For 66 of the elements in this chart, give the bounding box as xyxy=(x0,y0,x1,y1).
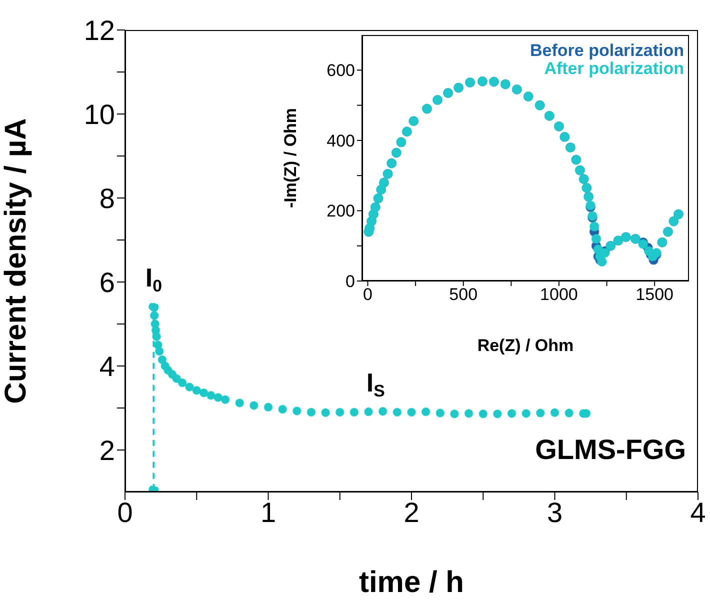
point xyxy=(464,408,474,418)
y-tick-label: 200 xyxy=(326,202,355,221)
point xyxy=(407,408,416,417)
point xyxy=(591,234,602,244)
point xyxy=(478,409,488,418)
annotation: I$_{S}$ xyxy=(366,367,385,400)
y-tick-label: 4 xyxy=(99,350,115,382)
point xyxy=(507,408,516,418)
point xyxy=(421,407,430,416)
y-tick-label: 8 xyxy=(99,182,115,214)
point xyxy=(199,388,208,398)
x-axis-title: time / h xyxy=(358,566,464,599)
point xyxy=(589,222,600,232)
point xyxy=(149,302,158,312)
point xyxy=(550,408,560,418)
point xyxy=(154,346,164,356)
y-tick-label: 12 xyxy=(84,14,115,46)
y-tick-label: 6 xyxy=(99,266,115,298)
point xyxy=(321,408,330,418)
x-tick-label: 1000 xyxy=(540,285,578,304)
series-label: After polarization xyxy=(543,58,684,78)
point xyxy=(564,408,574,418)
point xyxy=(150,311,159,320)
y-tick-label: 10 xyxy=(84,98,115,130)
point xyxy=(172,374,182,384)
point xyxy=(350,408,359,417)
point xyxy=(450,409,459,418)
point xyxy=(220,395,230,404)
x-tick-label: 4 xyxy=(690,496,706,528)
point xyxy=(536,408,545,418)
y-axis-title: Current density / µA xyxy=(0,118,33,404)
point xyxy=(378,406,388,416)
y-tick-label: 2 xyxy=(99,434,115,466)
x-tick-label: 1500 xyxy=(636,285,674,304)
point xyxy=(178,378,187,388)
point xyxy=(249,400,258,410)
x-tick-label: 0 xyxy=(363,285,372,304)
y-tick-label: 0 xyxy=(346,272,355,292)
point xyxy=(206,390,216,400)
point xyxy=(436,408,445,418)
point xyxy=(492,409,502,418)
y-tick-label: 400 xyxy=(326,131,355,150)
point xyxy=(192,386,202,395)
point xyxy=(306,408,316,417)
annotation: I$_{0}$ xyxy=(145,262,162,296)
series-label: Before polarization xyxy=(530,41,684,60)
annotation: GLMS-FGG xyxy=(535,434,686,466)
x-tick-label: 3 xyxy=(546,496,563,528)
point xyxy=(184,382,194,392)
x-tick-label: 500 xyxy=(449,285,478,304)
point xyxy=(148,484,159,492)
point xyxy=(235,398,244,408)
point xyxy=(264,402,273,412)
y-tick-label: 600 xyxy=(326,61,355,80)
point xyxy=(335,408,344,417)
point xyxy=(214,393,223,402)
point xyxy=(392,408,402,417)
x-axis-title: Re(Z) / Ohm xyxy=(477,336,574,355)
x-tick-label: 2 xyxy=(404,496,420,528)
y-axis-title: -Im(Z) / Ohm xyxy=(281,108,300,208)
point xyxy=(152,332,162,342)
point xyxy=(278,404,288,414)
point xyxy=(292,406,302,416)
point xyxy=(522,408,531,418)
x-tick-label: 1 xyxy=(260,496,276,528)
point xyxy=(364,407,374,416)
